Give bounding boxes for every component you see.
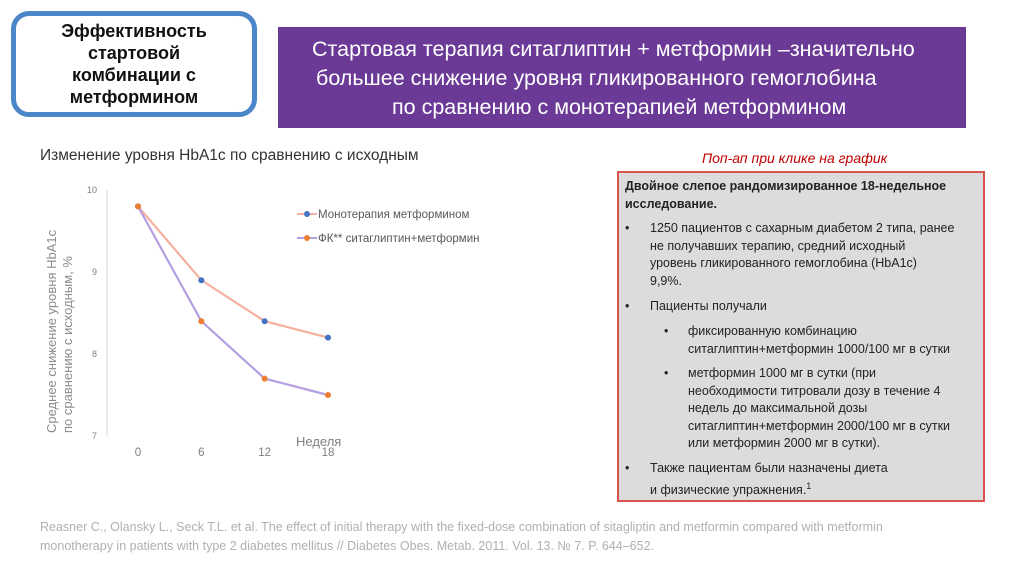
popup-note: Поп-ап при клике на график: [702, 150, 888, 166]
series-1-point: [325, 334, 331, 341]
bullet-glyph: •: [625, 461, 630, 475]
chart-title: Изменение уровня HbA1c по сравнению с ис…: [40, 147, 419, 164]
series-1-line: [137, 205, 329, 339]
x-axis-label: Неделя: [296, 434, 341, 449]
info-sub-bullet-2-line-2: необходимости титровали дозу в течение 4: [688, 383, 941, 398]
bullet-glyph: •: [664, 324, 669, 338]
chart-legend: Монотерапия метформином ФК** ситаглиптин+…: [297, 209, 479, 245]
info-sub-bullet-2-line-4: ситаглиптин+метформин 2000/100 мг в сутк…: [688, 418, 951, 433]
info-sub-bullet-2-line-3: недель до максимальной дозы: [688, 401, 868, 415]
y-tick-label: 7: [92, 431, 97, 441]
info-heading-line-1: Двойное слепое рандомизированное 18-неде…: [625, 179, 947, 193]
info-bullet-3-line-2: и физические упражнения.1: [650, 478, 888, 500]
info-sub-bullet-2-line-1: метформин 1000 мг в сутки (при: [688, 366, 877, 380]
x-tick-label: 0: [135, 447, 141, 459]
box-title: Эффективность стартовой комбинации с мет…: [61, 21, 207, 107]
bullet-glyph: •: [664, 366, 669, 380]
bullet-glyph: •: [625, 299, 630, 313]
info-bullet-2: Пациенты получали: [650, 299, 767, 313]
banner-line-2: большее снижение уровня гликированного г…: [316, 66, 877, 90]
series-1-point: [261, 318, 268, 325]
x-tick-label: 12: [258, 447, 271, 459]
reference-line-2: monotherapy in patients with type 2 diab…: [40, 539, 655, 553]
y-axis-label: Среднее снижение уровня HbA1c по сравнен…: [44, 229, 75, 433]
banner-line-3: по сравнению с монотерапией метформином: [392, 95, 847, 119]
footnote-mark: 1: [806, 480, 812, 491]
info-bullet-3: Также пациентам были назначены диета и ф…: [650, 460, 888, 499]
info-sub-bullet-1: фиксированную комбинацию ситаглиптин+мет…: [688, 323, 950, 358]
y-tick-label: 9: [92, 267, 97, 277]
y-axis-label-line-1: Среднее снижение уровня HbA1c: [44, 229, 59, 433]
info-bullet-3-line-1: Также пациентам были назначены диета: [650, 461, 888, 475]
y-axis-label-line-2: по сравнению с исходным, %: [60, 256, 75, 433]
info-bullet-1-line-2: не получавших терапию, средний исходный: [650, 238, 906, 253]
reference-line-1: Reasner C., Olansky L., Seck T.L. et al.…: [40, 520, 883, 534]
y-tick-label: 8: [92, 349, 97, 359]
legend-swatch-marker: [304, 235, 310, 241]
hba1c-line-chart[interactable]: Среднее снижение уровня HbA1c по сравнен…: [30, 168, 530, 468]
info-bullet-1-line-3: уровень гликированного гемоглобина (HbA1…: [650, 256, 917, 270]
info-sub-bullet-2: метформин 1000 мг в сутки (при необходим…: [688, 365, 950, 453]
info-bullet-3-line-2-text: и физические упражнения.: [650, 482, 807, 497]
series-2-line: [137, 205, 329, 397]
series-2-point: [198, 318, 205, 325]
x-tick-label: 6: [198, 447, 204, 459]
series-2-point: [135, 203, 141, 210]
info-bullet-1-line-4: 9,9%.: [650, 273, 682, 288]
study-info-popup: Двойное слепое рандомизированное 18-неде…: [617, 171, 985, 502]
bullet-glyph: •: [625, 221, 630, 235]
title-box: Эффективность стартовой комбинации с мет…: [11, 11, 257, 117]
info-bullet-1-line-1: 1250 пациентов с сахарным диабетом 2 тип…: [650, 221, 955, 235]
legend-swatch-marker: [304, 211, 310, 217]
header-banner: Стартовая терапия ситаглиптин + метформи…: [278, 27, 966, 128]
info-sub-bullet-1-line-2: ситаглиптин+метформин 1000/100 мг в сутк…: [688, 341, 951, 356]
info-heading-line-2: исследование.: [625, 196, 718, 211]
info-heading: Двойное слепое рандомизированное 18-неде…: [625, 178, 946, 213]
legend-entry-label: Монотерапия метформином: [318, 209, 470, 221]
info-bullet-1: 1250 пациентов с сахарным диабетом 2 тип…: [650, 220, 954, 290]
info-sub-bullet-1-line-1: фиксированную комбинацию: [688, 324, 857, 338]
series-2-point: [261, 375, 268, 382]
x-tick-label: 18: [322, 447, 335, 459]
series-2-point: [325, 392, 331, 398]
info-sub-bullet-2-line-5: или метформин 2000 мг в сутки).: [688, 436, 881, 450]
banner-line-1: Стартовая терапия ситаглиптин + метформи…: [312, 37, 915, 61]
y-tick-label: 10: [87, 185, 97, 195]
reference: Reasner C., Olansky L., Seck T.L. et al.…: [40, 518, 883, 556]
legend-entry-label: ФК** ситаглиптин+метформин: [318, 233, 479, 245]
series-1-point: [198, 277, 205, 284]
